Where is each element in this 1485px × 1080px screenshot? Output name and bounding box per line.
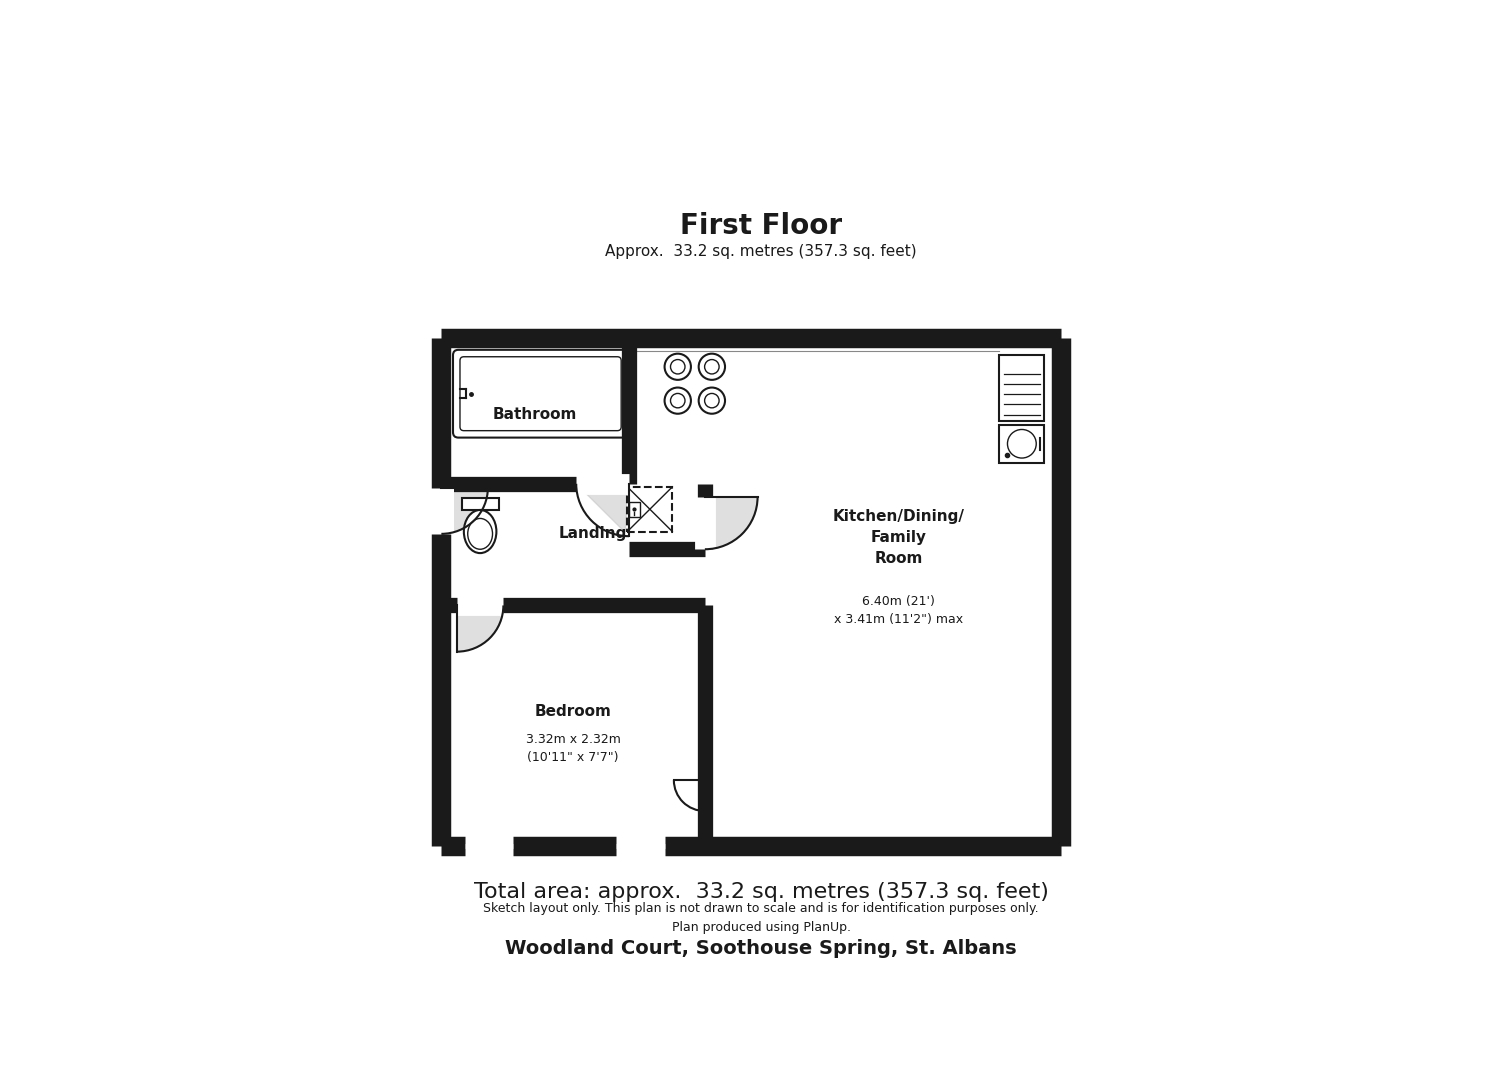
Text: First Floor: First Floor bbox=[680, 212, 842, 240]
Polygon shape bbox=[441, 338, 1062, 846]
Text: Approx.  33.2 sq. metres (357.3 sq. feet): Approx. 33.2 sq. metres (357.3 sq. feet) bbox=[606, 244, 916, 259]
Text: Kitchen/Dining/
Family
Room: Kitchen/Dining/ Family Room bbox=[833, 509, 965, 566]
FancyBboxPatch shape bbox=[453, 350, 628, 437]
Text: Woodland Court, Soothouse Spring, St. Albans: Woodland Court, Soothouse Spring, St. Al… bbox=[505, 939, 1017, 958]
Text: Bathroom: Bathroom bbox=[493, 407, 578, 422]
Polygon shape bbox=[441, 488, 489, 534]
Bar bbox=[627, 487, 673, 531]
Circle shape bbox=[665, 353, 691, 380]
Text: Landing: Landing bbox=[558, 526, 627, 541]
Circle shape bbox=[665, 388, 691, 414]
Polygon shape bbox=[705, 497, 757, 550]
Text: 6.40m (21')
x 3.41m (11'2") max: 6.40m (21') x 3.41m (11'2") max bbox=[835, 595, 964, 626]
Circle shape bbox=[698, 388, 725, 414]
FancyBboxPatch shape bbox=[460, 356, 621, 431]
Bar bbox=[630, 501, 640, 517]
Bar bbox=[462, 498, 499, 510]
Bar bbox=[704, 780, 707, 811]
Bar bbox=[999, 355, 1044, 421]
Circle shape bbox=[704, 360, 719, 374]
Ellipse shape bbox=[468, 518, 493, 550]
Text: Sketch layout only. This plan is not drawn to scale and is for identification pu: Sketch layout only. This plan is not dra… bbox=[483, 902, 1040, 934]
Circle shape bbox=[1007, 430, 1037, 458]
Text: Total area: approx.  33.2 sq. metres (357.3 sq. feet): Total area: approx. 33.2 sq. metres (357… bbox=[474, 882, 1048, 902]
Text: 3.32m x 2.32m
(10'11" x 7'7"): 3.32m x 2.32m (10'11" x 7'7") bbox=[526, 733, 621, 765]
Circle shape bbox=[704, 393, 719, 408]
Circle shape bbox=[671, 393, 685, 408]
Circle shape bbox=[698, 353, 725, 380]
Bar bbox=[999, 424, 1044, 463]
Polygon shape bbox=[457, 606, 503, 651]
Ellipse shape bbox=[463, 510, 496, 553]
Polygon shape bbox=[576, 484, 630, 532]
Circle shape bbox=[671, 360, 685, 374]
Text: Bedroom: Bedroom bbox=[535, 704, 612, 719]
